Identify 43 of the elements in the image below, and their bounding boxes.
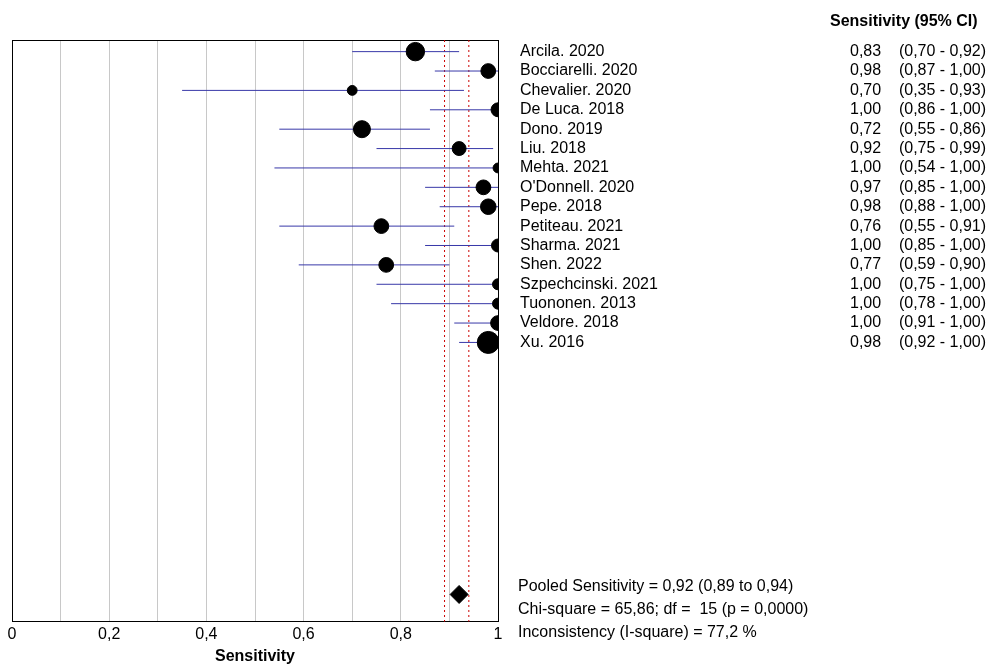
x-tick-label: 0,2: [98, 624, 121, 642]
x-tick-label: 0,4: [195, 624, 218, 642]
text: Sensitivity (95% CI): [830, 12, 978, 30]
y-tick-label: Dono. 2019: [520, 119, 603, 137]
data-label: 1,00 (0,86 - 1,00): [850, 100, 987, 118]
y-tick-label: Liu. 2018: [520, 138, 586, 156]
x-tick-label: 0: [7, 624, 17, 642]
x-tick-label: 1: [493, 624, 503, 642]
data-label: 0,98 (0,92 - 1,00): [850, 332, 987, 350]
y-tick-label: Tuononen. 2013: [520, 294, 637, 312]
data-label: 0,97 (0,85 - 1,00): [850, 177, 987, 195]
data-label: 0,77 (0,59 - 0,90): [850, 255, 987, 273]
data-label: 0,72 (0,55 - 0,86): [850, 119, 987, 137]
y-tick-label: Chevalier. 2020: [520, 80, 632, 98]
y-tick-label: Arcila. 2020: [520, 42, 605, 60]
text: Inconsistency (I-square) = 77,2 %: [518, 623, 757, 641]
data-label: 0,98 (0,88 - 1,00): [850, 197, 987, 215]
y-tick-label: Mehta. 2021: [520, 158, 610, 176]
data-label: 0,70 (0,35 - 0,93): [850, 80, 987, 98]
data-label: 1,00 (0,78 - 1,00): [850, 294, 987, 312]
text: Pooled Sensitivity = 0,92 (0,89 to 0,94): [518, 577, 794, 595]
y-tick-label: Szpechcinski. 2021: [520, 274, 658, 292]
data-label: 0,76 (0,55 - 0,91): [850, 216, 987, 234]
y-tick-label: Sharma. 2021: [520, 235, 621, 253]
y-tick-label: Petiteau. 2021: [520, 216, 624, 234]
data-label: 0,83 (0,70 - 0,92): [850, 42, 987, 60]
x-axis-title: Sensitivity: [214, 646, 296, 664]
y-tick-label: Xu. 2016: [520, 332, 585, 350]
y-tick-label: Veldore. 2018: [520, 313, 619, 331]
y-tick-label: Shen. 2022: [520, 255, 602, 273]
data-label: 0,98 (0,87 - 1,00): [850, 61, 987, 79]
y-tick-label: De Luca. 2018: [520, 100, 625, 118]
y-tick-label: Pepe. 2018: [520, 197, 602, 215]
x-tick-label: 0,8: [389, 624, 413, 642]
data-label: 1,00 (0,85 - 1,00): [850, 235, 987, 253]
data-label: 0,92 (0,75 - 0,99): [850, 138, 987, 156]
data-label: 1,00 (0,75 - 1,00): [850, 274, 987, 292]
data-label: 1,00 (0,91 - 1,00): [850, 313, 987, 331]
y-tick-label: O'Donnell. 2020: [520, 177, 635, 195]
y-tick-label: Bocciarelli. 2020: [520, 61, 638, 79]
x-tick-label: 0,6: [292, 624, 315, 642]
data-label: 1,00 (0,54 - 1,00): [850, 158, 987, 176]
text: Chi-square = 65,86; df = 15 (p = 0,0000): [518, 600, 809, 618]
